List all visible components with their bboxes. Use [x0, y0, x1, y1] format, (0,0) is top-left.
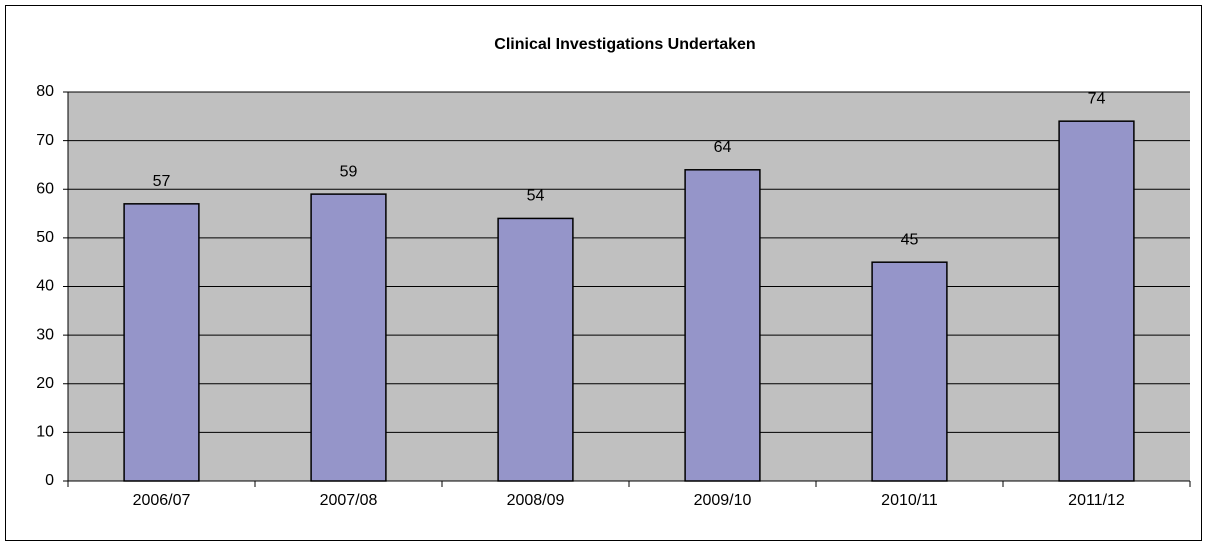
- x-tick-label: 2006/07: [133, 492, 191, 509]
- y-tick-label: 40: [36, 278, 54, 295]
- bar: [1058, 120, 1135, 482]
- data-label: 54: [527, 188, 545, 205]
- x-tick-label: 2011/12: [1068, 492, 1125, 509]
- data-label: 45: [901, 231, 919, 248]
- data-label: 59: [340, 163, 358, 180]
- bar: [497, 217, 574, 482]
- data-label: 57: [153, 173, 171, 190]
- chart-title: Clinical Investigations Undertaken: [494, 36, 755, 53]
- x-tick-label: 2007/08: [320, 492, 378, 509]
- x-tick-label: 2008/09: [507, 492, 565, 509]
- bar: [684, 169, 761, 482]
- x-tick-label: 2010/11: [881, 492, 938, 509]
- y-tick-label: 10: [36, 424, 54, 441]
- bar: [871, 261, 948, 482]
- bar: [123, 203, 200, 482]
- y-tick-label: 50: [36, 229, 54, 246]
- y-tick-label: 60: [36, 180, 54, 197]
- y-tick-label: 80: [36, 83, 54, 100]
- y-tick-label: 30: [36, 326, 54, 343]
- y-tick-label: 20: [36, 375, 54, 392]
- y-tick-label: 70: [36, 132, 54, 149]
- data-label: 64: [714, 139, 732, 156]
- x-tick-label: 2009/10: [694, 492, 752, 509]
- y-tick-label: 0: [45, 472, 54, 489]
- bar: [310, 193, 387, 482]
- data-label: 74: [1088, 90, 1106, 107]
